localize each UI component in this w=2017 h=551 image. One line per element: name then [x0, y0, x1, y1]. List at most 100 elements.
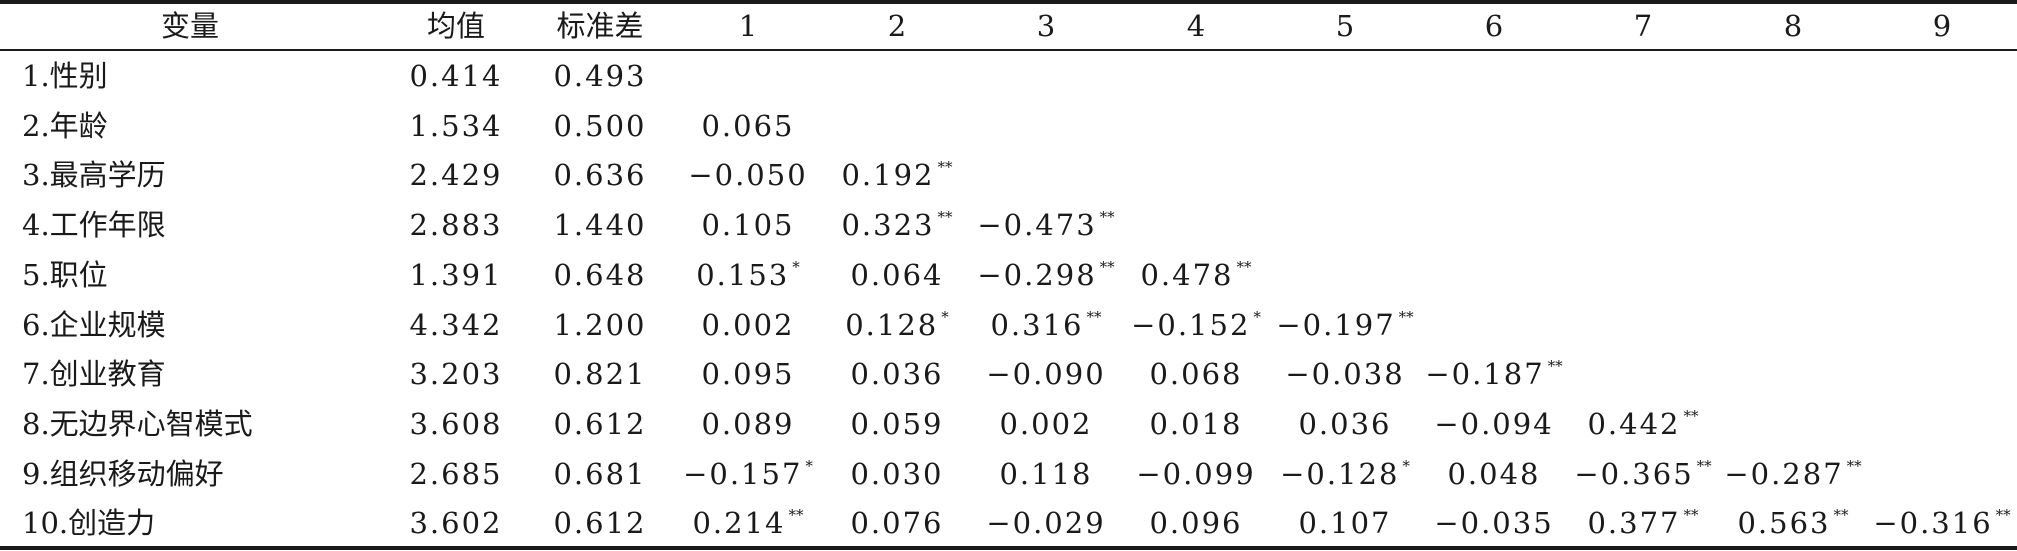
correlation-cell: 0.089 [673, 404, 823, 444]
correlation-value: 0.048 [1447, 457, 1541, 491]
significance-marker: ** [1099, 208, 1115, 226]
column-header: 均值 [426, 9, 485, 43]
significance-marker: ** [1846, 457, 1862, 475]
correlation-cell: −0.473 ** [971, 205, 1121, 245]
sd-value: 0.612 [553, 407, 647, 441]
mean-value: 3.203 [409, 357, 503, 391]
correlation-value: 0.095 [701, 357, 795, 391]
correlation-value: −0.090 [986, 357, 1106, 391]
correlation-cell: −0.099 [1121, 454, 1271, 494]
mean-value: 3.608 [409, 407, 503, 441]
column-header: 3 [1036, 9, 1056, 43]
correlation-cell: 0.064 [822, 255, 972, 295]
column-header: 7 [1633, 9, 1653, 43]
mean-value: 2.883 [409, 208, 503, 242]
significance-marker: ** [1995, 506, 2011, 524]
significance-marker: ** [937, 158, 953, 176]
correlation-value: 0.107 [1298, 506, 1392, 540]
correlation-cell: 0.377 ** [1568, 503, 1718, 543]
significance-marker: ** [1833, 506, 1849, 524]
sd-value: 0.493 [553, 59, 647, 93]
correlation-value: 0.323 [841, 208, 935, 242]
correlation-value: 0.018 [1149, 407, 1243, 441]
correlation-value: −0.197 [1276, 308, 1396, 342]
significance-marker: ** [1683, 407, 1699, 425]
row-label: 8.无边界心智模式 [22, 407, 253, 441]
correlation-value: 0.153 [696, 258, 790, 292]
column-header: 8 [1783, 9, 1803, 43]
correlation-cell: 0.018 [1121, 404, 1271, 444]
correlation-cell: 0.214 ** [673, 503, 823, 543]
correlation-cell: −0.038 [1270, 354, 1420, 394]
correlation-value: 0.036 [850, 357, 944, 391]
correlation-value: 0.105 [701, 208, 795, 242]
correlation-value: −0.038 [1285, 357, 1405, 391]
correlation-cell: 0.192 ** [822, 155, 972, 195]
correlation-value: 0.128 [845, 308, 939, 342]
correlation-cell: −0.197 ** [1270, 305, 1420, 345]
sd-value: 0.636 [553, 158, 647, 192]
correlation-value: 0.096 [1149, 506, 1243, 540]
significance-marker: ** [788, 506, 804, 524]
row-label: 9.组织移动偏好 [22, 457, 224, 491]
correlation-value: −0.152 [1131, 308, 1251, 342]
mean-value: 1.391 [409, 258, 503, 292]
correlation-cell: −0.029 [971, 503, 1121, 543]
correlation-cell: 0.105 [673, 205, 823, 245]
significance-marker: ** [1696, 457, 1712, 475]
correlation-cell: 0.002 [673, 305, 823, 345]
correlation-cell: −0.316 ** [1867, 503, 2017, 543]
correlation-cell: −0.035 [1419, 503, 1569, 543]
correlation-cell: 0.095 [673, 354, 823, 394]
correlation-cell: −0.152 * [1121, 305, 1271, 345]
column-header: 4 [1186, 9, 1206, 43]
column-header: 2 [887, 9, 907, 43]
significance-marker: * [941, 308, 949, 326]
correlation-value: 0.068 [1149, 357, 1243, 391]
significance-marker: ** [1398, 308, 1414, 326]
correlation-cell: −0.157 * [673, 454, 823, 494]
correlation-cell: 0.478 ** [1121, 255, 1271, 295]
correlation-value: 0.065 [701, 109, 795, 143]
significance-marker: * [792, 258, 800, 276]
correlation-value: −0.298 [977, 258, 1097, 292]
column-header: 标准差 [556, 9, 644, 43]
sd-value: 0.648 [553, 258, 647, 292]
significance-marker: * [1253, 308, 1261, 326]
correlation-cell: 0.068 [1121, 354, 1271, 394]
correlation-value: 0.478 [1140, 258, 1234, 292]
correlation-value: 0.002 [999, 407, 1093, 441]
sd-value: 0.500 [553, 109, 647, 143]
correlation-value: −0.365 [1574, 457, 1694, 491]
row-label: 6.企业规模 [22, 308, 166, 342]
column-header: 5 [1335, 9, 1355, 43]
correlation-value: 0.377 [1587, 506, 1681, 540]
correlation-cell: 0.059 [822, 404, 972, 444]
correlation-value: 0.036 [1298, 407, 1392, 441]
correlation-cell: −0.090 [971, 354, 1121, 394]
sd-value: 0.821 [553, 357, 647, 391]
significance-marker: ** [937, 208, 953, 226]
correlation-cell: 0.002 [971, 404, 1121, 444]
correlation-value: −0.187 [1425, 357, 1545, 391]
correlation-value: 0.563 [1737, 506, 1831, 540]
correlation-cell: −0.187 ** [1419, 354, 1569, 394]
sd-value: 0.681 [553, 457, 647, 491]
correlation-cell: −0.128 * [1270, 454, 1420, 494]
correlation-value: −0.050 [688, 158, 808, 192]
mean-value: 4.342 [409, 308, 503, 342]
sd-value: 0.612 [553, 506, 647, 540]
significance-marker: ** [1683, 506, 1699, 524]
mean-value: 1.534 [409, 109, 503, 143]
mean-value: 2.429 [409, 158, 503, 192]
correlation-value: 0.002 [701, 308, 795, 342]
row-label: 4.工作年限 [22, 208, 166, 242]
row-label: 7.创业教育 [22, 357, 166, 391]
mean-value: 2.685 [409, 457, 503, 491]
significance-marker: ** [1236, 258, 1252, 276]
correlation-cell: 0.076 [822, 503, 972, 543]
correlation-value: 0.442 [1587, 407, 1681, 441]
correlation-cell: 0.563 ** [1718, 503, 1868, 543]
mean-value: 3.602 [409, 506, 503, 540]
correlation-cell: 0.153 * [673, 255, 823, 295]
